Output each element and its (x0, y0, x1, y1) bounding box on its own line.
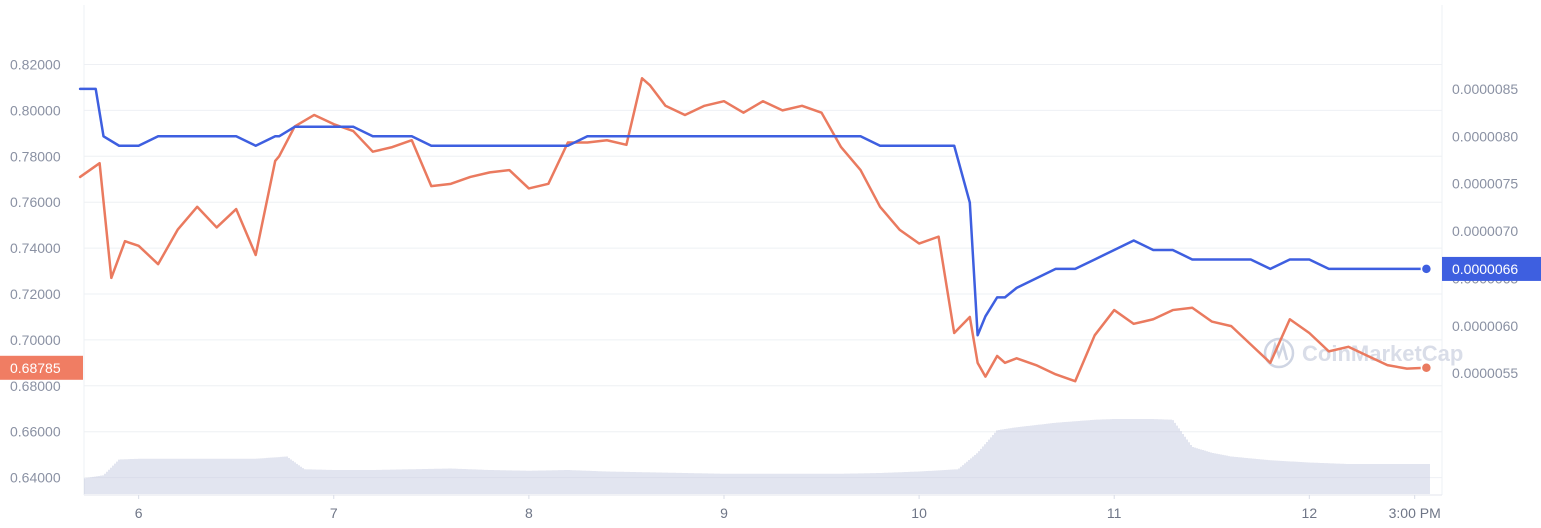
x-axis-tick: 10 (911, 505, 927, 521)
right-axis-series-line (78, 87, 1428, 337)
left-axis-series-line (78, 77, 1428, 383)
x-axis-tick: 12 (1302, 505, 1318, 521)
left-axis-tick: 0.66000 (10, 424, 61, 440)
badge-layer: 0.68785 0.0000066 (0, 256, 1541, 380)
left-current-value-badge (0, 355, 83, 380)
left-axis-tick: 0.78000 (10, 148, 61, 164)
right-axis-tick: 0.0000060 (1452, 318, 1518, 334)
x-axis-tick: 11 (1107, 505, 1122, 521)
axis-layer: 0.82000 0.80000 0.78000 0.76000 0.74000 0.720… (10, 56, 1518, 521)
x-axis-tick: 7 (330, 505, 338, 521)
right-axis-tick: 0.0000075 (1452, 176, 1518, 192)
left-current-value-label: 0.68785 (10, 360, 61, 376)
right-current-value-label: 0.0000066 (1452, 261, 1518, 277)
right-axis-tick: 0.0000085 (1452, 81, 1518, 97)
right-axis-tick: 0.0000070 (1452, 223, 1518, 239)
x-axis-tick: 3:00 PM (1389, 505, 1441, 521)
volume-layer (84, 419, 1430, 494)
x-axis-tick: 6 (135, 505, 143, 521)
left-axis-tick: 0.64000 (10, 470, 61, 486)
grid-layer (83, 5, 1443, 496)
left-axis-tick: 0.80000 (10, 102, 61, 118)
right-current-value-badge (1442, 256, 1541, 281)
left-axis-tick: 0.68000 (10, 378, 61, 394)
series-layer (78, 77, 1433, 383)
right-series-endpoint (1420, 263, 1433, 275)
watermark-logo-icon (1263, 337, 1295, 369)
left-axis-tick: 0.76000 (10, 194, 61, 210)
x-axis-tick: 8 (525, 505, 533, 521)
x-axis-tick: 9 (720, 505, 728, 521)
left-series-endpoint (1420, 362, 1433, 374)
left-axis-tick: 0.82000 (10, 56, 61, 72)
right-axis-tick: 0.0000055 (1452, 365, 1518, 381)
left-axis-tick: 0.70000 (10, 332, 61, 348)
left-axis-tick: 0.72000 (10, 286, 61, 302)
left-axis-tick: 0.74000 (10, 240, 61, 256)
right-axis-tick: 0.0000080 (1452, 128, 1518, 144)
watermark-logo-glyph (1269, 340, 1289, 361)
